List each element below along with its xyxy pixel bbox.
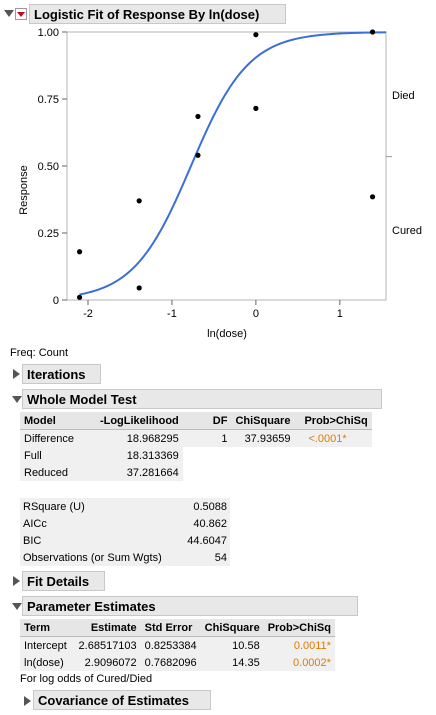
cell: 2.68517103 (70, 636, 141, 654)
col-chisq: ChiSquare (231, 412, 295, 430)
cell: Observations (or Sum Wgts) (20, 549, 174, 566)
collapse-param-est-icon[interactable] (12, 603, 22, 610)
cell: 18.968295 (77, 429, 183, 447)
y-tick-label: 1.00 (38, 27, 59, 39)
y-tick-label: 0.25 (38, 228, 59, 240)
table-row: Observations (or Sum Wgts) 54 (20, 549, 230, 566)
p-value: 0.0002* (263, 654, 335, 671)
col-term: Term (20, 619, 71, 637)
iterations-header[interactable]: Iterations (22, 364, 101, 384)
y-tick-label: 0.50 (38, 161, 59, 173)
x-axis-label: ln(dose) (207, 328, 247, 340)
table-row: Intercept 2.68517103 0.8253384 10.58 0.0… (20, 636, 335, 654)
data-point (369, 194, 376, 200)
cell: 2.9096072 (70, 654, 141, 671)
col-stderr: Std Error (140, 619, 201, 637)
whole-model-table: Model -LogLikelihood DF ChiSquare Prob>C… (20, 412, 372, 481)
cell: RSquare (U) (20, 498, 174, 515)
cell: 0.7682096 (140, 654, 201, 671)
p-value: <.0001* (294, 429, 372, 447)
cell: 40.862 (174, 515, 230, 532)
freq-note: Freq: Count (10, 347, 69, 359)
data-point (195, 152, 201, 158)
expand-fit-details-icon[interactable] (13, 576, 20, 586)
data-point (253, 105, 259, 111)
col-model: Model (20, 412, 78, 430)
table-row: Reduced 37.281664 (20, 464, 372, 481)
table-row: BIC 44.6047 (20, 532, 230, 549)
x-tick-label: -1 (167, 308, 177, 320)
expand-covariance-icon[interactable] (24, 696, 31, 706)
col-df: DF (182, 412, 232, 430)
x-tick-label: 1 (337, 308, 343, 320)
cell: Intercept (20, 636, 71, 654)
report-title: Logistic Fit of Response By ln(dose) (29, 4, 286, 24)
p-value: 0.0011* (263, 636, 335, 654)
y-tick-label: 0 (53, 295, 59, 307)
cell: AICc (20, 515, 174, 532)
cell: 37.93659 (231, 429, 295, 447)
param-est-table: Term Estimate Std Error ChiSquare Prob>C… (20, 619, 335, 671)
logistic-plot: Response 0 0.25 0.50 0.75 1.00 -2 -1 0 1 Died C… (18, 27, 422, 340)
cell: 54 (174, 549, 230, 566)
cell: BIC (20, 532, 174, 549)
right-label-cured: Cured (392, 225, 422, 237)
y-axis-label: Response (18, 165, 30, 215)
col-chisq: ChiSquare (200, 619, 264, 637)
data-point (195, 113, 201, 120)
fit-curve (79, 31, 387, 296)
data-point (369, 29, 376, 35)
cell: 0.5088 (174, 498, 230, 515)
cell: 0.8253384 (140, 636, 201, 654)
cell: 1 (182, 429, 232, 447)
data-point (136, 198, 142, 204)
data-point (76, 294, 83, 300)
collapse-whole-model-icon[interactable] (12, 396, 22, 403)
whole-model-header[interactable]: Whole Model Test (22, 389, 382, 409)
cell: 44.6047 (174, 532, 230, 549)
col-prob: Prob>ChiSq (263, 619, 335, 637)
y-tick-label: 0.75 (38, 94, 59, 106)
plot-frame (66, 31, 387, 301)
x-tick-label: -2 (83, 308, 93, 320)
fit-details-header[interactable]: Fit Details (22, 571, 105, 591)
summary-table: RSquare (U) 0.5088 AICc 40.862 BIC 44.6047 … (20, 498, 230, 566)
cell: 18.313369 (77, 447, 183, 464)
cell: 14.35 (200, 654, 264, 671)
red-triangle-menu-icon[interactable] (15, 8, 27, 20)
param-est-header[interactable]: Parameter Estimates (22, 596, 358, 616)
covariance-header[interactable]: Covariance of Estimates (33, 690, 211, 710)
x-tick-label: 0 (253, 308, 259, 320)
right-label-died: Died (392, 90, 415, 102)
table-row: AICc 40.862 (20, 515, 230, 532)
col-estimate: Estimate (70, 619, 141, 637)
table-row: Full 18.313369 (20, 447, 372, 464)
col-prob: Prob>ChiSq (294, 412, 372, 430)
expand-iterations-icon[interactable] (13, 369, 20, 379)
cell: Difference (20, 429, 78, 447)
log-odds-note: For log odds of Cured/Died (20, 673, 153, 685)
col-loglik: -LogLikelihood (77, 412, 183, 430)
cell: Reduced (20, 464, 78, 481)
data-point (76, 249, 83, 255)
table-row: Difference 18.968295 1 37.93659 <.0001* (20, 429, 372, 447)
collapse-report-icon[interactable] (4, 10, 14, 17)
cell: 37.281664 (77, 464, 183, 481)
data-point (136, 285, 142, 291)
cell: Full (20, 447, 78, 464)
cell: 10.58 (200, 636, 264, 654)
table-row: ln(dose) 2.9096072 0.7682096 14.35 0.000… (20, 654, 335, 671)
data-point (253, 32, 259, 38)
table-row: RSquare (U) 0.5088 (20, 498, 230, 515)
cell: ln(dose) (20, 654, 71, 671)
